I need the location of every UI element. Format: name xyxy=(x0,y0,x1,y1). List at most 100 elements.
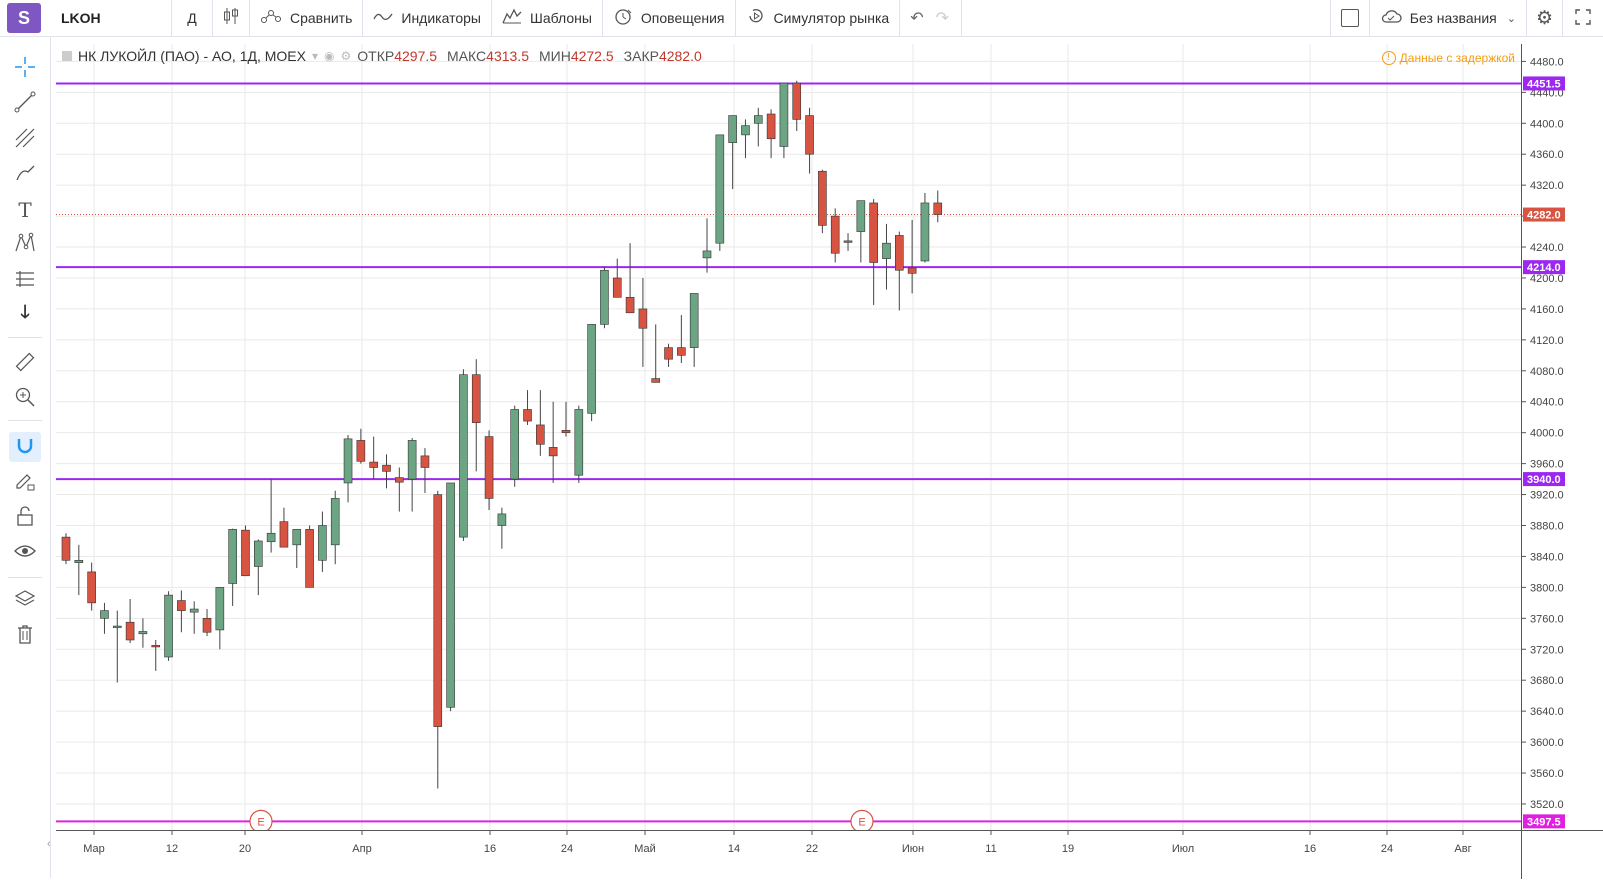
measure-tool[interactable] xyxy=(9,349,41,379)
chevron-down-icon[interactable]: ▾ xyxy=(312,49,319,63)
candle-body xyxy=(330,498,340,546)
candle xyxy=(625,243,635,314)
prediction-tool[interactable] xyxy=(9,266,41,296)
candle-body xyxy=(689,293,699,348)
market-simulator-button[interactable]: Симулятор рынка xyxy=(736,0,901,36)
candle xyxy=(856,200,866,263)
close-label: ЗАКР xyxy=(623,48,659,64)
level-price-label-bg xyxy=(1523,472,1565,487)
candle-body xyxy=(420,455,430,468)
cloud-icon xyxy=(1380,8,1402,29)
earnings-marker[interactable]: E xyxy=(850,809,874,830)
time-axis[interactable]: Мар 12 20 Апр 16 24 Май 14 22 Июн 11 19 Июл 16 24 Авг xyxy=(56,830,1521,879)
series-title[interactable]: НК ЛУКОЙЛ (ПАО) - АО, 1Д, MOEX xyxy=(78,48,306,64)
settings-button[interactable]: ⚙ xyxy=(1525,0,1562,36)
pattern-tool[interactable] xyxy=(9,230,41,260)
text-tool[interactable]: T xyxy=(9,195,41,225)
time-tick-label: 19 xyxy=(1062,843,1074,855)
time-tick-label: 16 xyxy=(484,843,496,855)
price-tick-label: 3560.0 xyxy=(1530,768,1564,780)
arrow-down-tool[interactable]: 🡓 xyxy=(9,300,41,330)
price-tick-label: 4080.0 xyxy=(1530,366,1564,378)
candle xyxy=(407,438,417,512)
candle xyxy=(189,601,199,634)
ruler-icon xyxy=(14,351,36,378)
lock-drawing-button[interactable] xyxy=(9,468,41,498)
alerts-label: Оповещения xyxy=(640,10,725,26)
object-tree-button[interactable] xyxy=(9,586,41,616)
symbol-search-button[interactable]: LKOH xyxy=(47,0,172,36)
low-value: 4272.5 xyxy=(570,48,614,64)
candle-body xyxy=(741,125,750,136)
layout-name-button[interactable]: Без названия ⌄ xyxy=(1368,0,1526,36)
hide-drawings-button[interactable] xyxy=(9,538,41,568)
candle xyxy=(728,115,737,190)
collapse-icon[interactable] xyxy=(62,51,72,61)
time-scale: Мар 12 20 Апр 16 24 Май 14 22 Июн 11 19 Июл 16 24 Авг xyxy=(83,831,1472,855)
candle xyxy=(151,639,161,671)
drawing-toolbar: T 🡓 xyxy=(0,37,51,878)
candle xyxy=(523,390,532,425)
interval-label: Д xyxy=(187,10,197,26)
alerts-button[interactable]: Оповещения xyxy=(603,0,736,36)
fullscreen-layout-button[interactable] xyxy=(1329,0,1369,36)
candle-body xyxy=(202,618,212,633)
time-tick-label: Июл xyxy=(1172,843,1194,855)
interval-button[interactable]: Д xyxy=(172,0,213,36)
candle xyxy=(587,324,596,422)
chart-type-button[interactable] xyxy=(213,0,250,36)
arrow-down-icon: 🡓 xyxy=(20,302,30,322)
scroll-left-icon[interactable]: ‹ xyxy=(47,838,51,850)
redo-button[interactable]: ↷ xyxy=(930,0,962,36)
zoom-tool[interactable] xyxy=(9,384,41,414)
time-tick-label: Мар xyxy=(83,843,105,855)
candle xyxy=(125,598,135,644)
last-price-label-text: 4282.0 xyxy=(1527,210,1561,222)
fib-tool[interactable] xyxy=(9,125,41,155)
pitchfork-icon xyxy=(14,127,36,154)
undo-button[interactable]: ↶ xyxy=(900,0,929,36)
candle xyxy=(600,266,609,329)
axis-corner xyxy=(1521,830,1603,879)
price-tick-label: 4360.0 xyxy=(1530,149,1564,161)
fullscreen-button[interactable] xyxy=(1562,0,1603,36)
candle xyxy=(510,405,520,487)
settings-icon[interactable]: ⚙ xyxy=(340,49,352,63)
level-price-label-bg xyxy=(1523,814,1565,829)
candle-body xyxy=(74,560,84,563)
delayed-data-notice[interactable]: ! Данные с задержкой xyxy=(1381,51,1515,65)
candle xyxy=(933,190,943,223)
templates-button[interactable]: Шаблоны xyxy=(492,0,603,36)
price-tick-label: 3840.0 xyxy=(1530,551,1564,563)
lock-all-button[interactable] xyxy=(9,503,41,533)
candle-body xyxy=(728,115,737,143)
earnings-marker-circle xyxy=(249,809,273,830)
indicators-button[interactable]: Индикаторы xyxy=(363,0,492,36)
pencil-lock-icon xyxy=(14,470,36,497)
candle xyxy=(61,533,71,565)
candle xyxy=(484,430,494,511)
candle xyxy=(818,169,827,234)
trash-icon xyxy=(15,623,35,650)
crosshair-tool[interactable] xyxy=(9,54,41,84)
price-tick-label: 4000.0 xyxy=(1530,428,1564,440)
candle-body xyxy=(933,202,943,215)
price-axis[interactable]: 3520.0 3560.0 3600.0 3640.0 3680.0 3720.0 3760… xyxy=(1521,44,1603,830)
high-value: 4313.5 xyxy=(486,48,529,64)
brush-tool[interactable] xyxy=(9,160,41,190)
candle xyxy=(74,544,84,596)
candle-body xyxy=(151,645,161,648)
candle-body xyxy=(856,200,866,232)
trend-line-tool[interactable] xyxy=(9,89,41,119)
compare-button[interactable]: Сравнить xyxy=(250,0,364,36)
remove-drawings-button[interactable] xyxy=(9,621,41,651)
app-logo[interactable]: S xyxy=(7,3,41,33)
candle-body xyxy=(779,82,789,147)
magnet-mode-button[interactable] xyxy=(9,432,41,462)
candle xyxy=(177,590,186,633)
eye-icon[interactable]: ◉ xyxy=(324,49,335,63)
earnings-marker[interactable]: E xyxy=(249,809,273,830)
candle xyxy=(677,315,686,364)
candle-body xyxy=(510,409,520,480)
